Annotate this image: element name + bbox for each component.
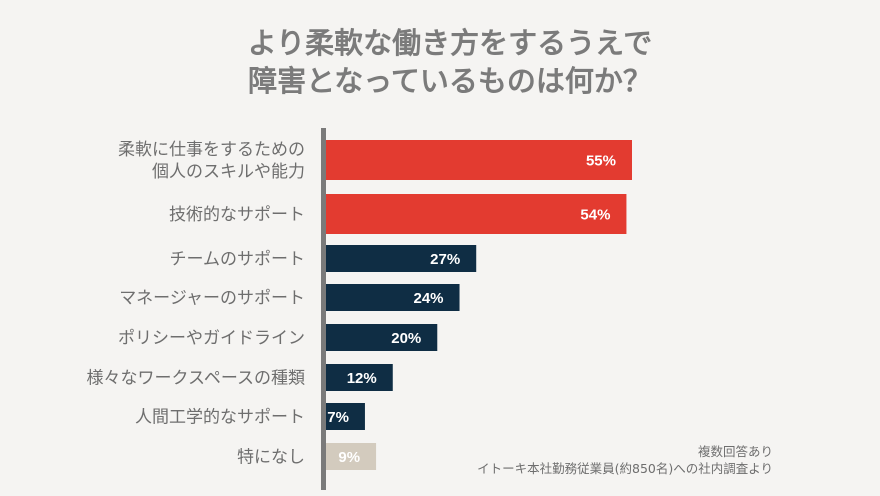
- value-label-3: 27%: [430, 251, 460, 268]
- chart-title: より柔軟な働き方をするうえで 障害となっているものは何か？: [0, 24, 880, 100]
- bar-8: [326, 443, 377, 470]
- bar-3: [326, 245, 477, 272]
- chart-title-line-2: 障害となっているものは何か？: [248, 64, 652, 98]
- bar-5: [326, 324, 438, 351]
- bar-4: [326, 284, 460, 311]
- chart-title-line-1: より柔軟な働き方をするうえで: [247, 26, 653, 60]
- note-survey-source: イトーキ本社勤務従業員(約850名)への社内調査より: [477, 461, 773, 476]
- category-label-7: 人間工学的なサポート: [135, 408, 305, 428]
- category-label-1-line-1: 柔軟に仕事をするための: [118, 140, 305, 160]
- category-label-8: 特になし: [237, 448, 305, 468]
- value-label-6: 12%: [347, 370, 377, 387]
- category-label-3: チームのサポート: [170, 250, 306, 270]
- value-label-8: 9%: [338, 449, 360, 466]
- value-label-4: 24%: [413, 290, 443, 307]
- note-multiple-answers: 複数回答あり: [697, 444, 773, 459]
- value-label-2: 54%: [580, 207, 610, 224]
- category-label-5: ポリシーやガイドライン: [118, 329, 305, 349]
- bar-2: [326, 194, 627, 234]
- category-label-2: 技術的なサポート: [169, 205, 305, 225]
- bar-1: [326, 140, 632, 180]
- value-label-7: 7%: [327, 409, 349, 426]
- y-axis-line: [321, 128, 326, 490]
- category-label-4: マネージャーのサポート: [119, 289, 305, 309]
- value-label-5: 20%: [391, 330, 421, 347]
- bar-7: [326, 403, 365, 430]
- category-label-6: 様々なワークスペースの種類: [87, 369, 305, 389]
- category-label-1-line-2: 個人のスキルや能力: [152, 162, 305, 182]
- value-label-1: 55%: [586, 153, 616, 170]
- bar-6: [326, 364, 393, 391]
